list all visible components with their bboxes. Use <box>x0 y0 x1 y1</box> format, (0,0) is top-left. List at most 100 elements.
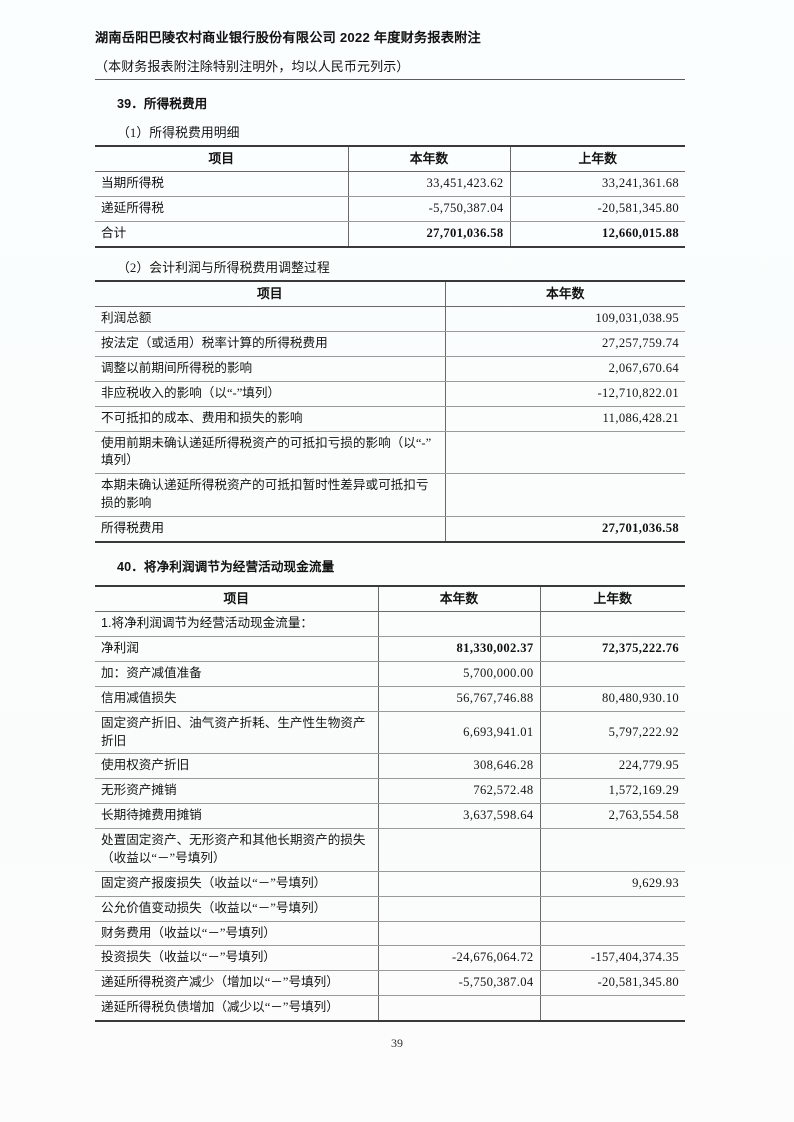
table-row: 利润总额 109,031,038.95 <box>95 306 685 333</box>
row-value-current-year: 27,257,759.74 <box>444 331 685 357</box>
column-header-current-year: 本年数 <box>444 280 685 308</box>
row-value-prior-year: -20,581,345.80 <box>509 196 685 223</box>
row-label: 加：资产减值准备 <box>95 661 379 687</box>
row-value-current-year: 33,451,423.62 <box>347 171 511 198</box>
row-value-prior-year <box>539 995 685 1023</box>
table-income-tax-detail: 项目 本年数 上年数 当期所得税 33,451,423.62 33,241,361.… <box>95 145 685 249</box>
table-row: 合计 27,701,036.58 12,660,015.88 <box>95 221 685 249</box>
row-label: 处置固定资产、无形资产和其他长期资产的损失（收益以“－”号填列） <box>95 828 379 872</box>
table-row: 长期待摊费用摊销 3,637,598.64 2,763,554.58 <box>95 803 685 830</box>
row-value-current-year <box>444 473 685 518</box>
page-content: 湖南岳阳巴陵农村商业银行股份有限公司 2022 年度财务报表附注 （本财务报表附… <box>95 28 685 1023</box>
row-label: 递延所得税负债增加（减少以“－”号填列） <box>95 995 379 1023</box>
table-row: 不可抵扣的成本、费用和损失的影响 11,086,428.21 <box>95 406 685 432</box>
row-value-current-year <box>377 921 541 947</box>
row-label: 财务费用（收益以“－”号填列） <box>95 921 379 947</box>
row-label: 无形资产摊销 <box>95 778 379 805</box>
column-header-current-year: 本年数 <box>377 584 541 613</box>
document-title: 湖南岳阳巴陵农村商业银行股份有限公司 2022 年度财务报表附注 <box>95 30 481 45</box>
table-row: 处置固定资产、无形资产和其他长期资产的损失（收益以“－”号填列） <box>95 828 685 872</box>
row-label: 利润总额 <box>95 306 446 333</box>
column-header-current-year: 本年数 <box>347 145 511 173</box>
row-label: 长期待摊费用摊销 <box>95 803 379 830</box>
column-header-prior-year: 上年数 <box>539 584 685 613</box>
row-value-current-year: -5,750,387.04 <box>377 970 541 997</box>
table-row: 递延所得税 -5,750,387.04 -20,581,345.80 <box>95 196 685 223</box>
table-row: 使用前期未确认递延所得税资产的可抵扣亏损的影响（以“-”填列） <box>95 431 685 475</box>
table-row: 使用权资产折旧 308,646.28 224,779.95 <box>95 753 685 780</box>
row-value-current-year: 27,701,036.58 <box>444 516 685 543</box>
row-value-current-year: 2,067,670.64 <box>444 356 685 382</box>
table-row: 递延所得税负债增加（减少以“－”号填列） <box>95 995 685 1023</box>
table-row: 1.将净利润调节为经营活动现金流量： <box>95 611 685 638</box>
document-subtitle: （本财务报表附注除特别注明外，均以人民币元列示） <box>95 58 410 74</box>
row-label: 信用减值损失 <box>95 686 379 712</box>
row-label: 使用前期未确认递延所得税资产的可抵扣亏损的影响（以“-”填列） <box>95 431 446 475</box>
row-value-current-year: 5,700,000.00 <box>377 661 541 687</box>
row-label: 非应税收入的影响（以“-”填列） <box>95 381 446 407</box>
column-header-item: 项目 <box>95 145 349 173</box>
row-label: 调整以前期间所得税的影响 <box>95 356 446 382</box>
row-label: 递延所得税 <box>95 196 349 223</box>
row-label: 1.将净利润调节为经营活动现金流量： <box>95 611 379 638</box>
table-row: 本期未确认递延所得税资产的可抵扣暂时性差异或可抵扣亏损的影响 <box>95 473 685 518</box>
row-label: 固定资产报废损失（收益以“－”号填列） <box>95 871 379 897</box>
row-label: 递延所得税资产减少（增加以“－”号填列） <box>95 970 379 997</box>
row-label: 当期所得税 <box>95 171 349 198</box>
row-value-current-year <box>377 995 541 1023</box>
table-body: 当期所得税 33,451,423.62 33,241,361.68 递延所得税 -5,7… <box>95 171 685 249</box>
row-value-prior-year: 72,375,222.76 <box>539 636 685 662</box>
column-header-prior-year: 上年数 <box>509 145 685 173</box>
table-body: 1.将净利润调节为经营活动现金流量： 净利润 81,330,002.37 72,375… <box>95 611 685 1023</box>
page-number: 39 <box>391 1036 403 1050</box>
row-label: 合计 <box>95 221 349 249</box>
section-heading-40: 40．将净利润调节为经营活动现金流量 <box>117 559 335 574</box>
row-value-prior-year <box>539 611 685 638</box>
row-value-current-year <box>377 611 541 638</box>
row-value-prior-year <box>539 661 685 687</box>
table-header-row: 项目 本年数 上年数 <box>95 145 685 173</box>
row-value-current-year <box>377 828 541 872</box>
row-label: 公允价值变动损失（收益以“－”号填列） <box>95 896 379 922</box>
row-value-prior-year <box>539 828 685 872</box>
table-row: 调整以前期间所得税的影响 2,067,670.64 <box>95 356 685 382</box>
table-header-row: 项目 本年数 <box>95 280 685 308</box>
row-label: 本期未确认递延所得税资产的可抵扣暂时性差异或可抵扣亏损的影响 <box>95 473 446 518</box>
table-header-row: 项目 本年数 上年数 <box>95 584 685 613</box>
column-header-item: 项目 <box>95 280 446 308</box>
row-value-current-year <box>444 431 685 475</box>
row-value-prior-year: 12,660,015.88 <box>509 221 685 249</box>
row-value-current-year: 11,086,428.21 <box>444 406 685 432</box>
row-label: 不可抵扣的成本、费用和损失的影响 <box>95 406 446 432</box>
row-value-prior-year <box>539 921 685 947</box>
table-body: 利润总额 109,031,038.95 按法定（或适用）税率计算的所得税费用 27,2… <box>95 306 685 543</box>
header-divider <box>95 79 685 81</box>
table-cashflow-reconciliation: 项目 本年数 上年数 1.将净利润调节为经营活动现金流量： 净利润 81,330,0… <box>95 584 685 1023</box>
section-heading-39: 39．所得税费用 <box>117 97 208 112</box>
table-row: 公允价值变动损失（收益以“－”号填列） <box>95 896 685 922</box>
table-row: 非应税收入的影响（以“-”填列） -12,710,822.01 <box>95 381 685 407</box>
subsection-heading-39-2: （2）会计利润与所得税费用调整过程 <box>117 261 330 276</box>
row-value-prior-year <box>539 896 685 922</box>
table-row: 信用减值损失 56,767,746.88 80,480,930.10 <box>95 686 685 712</box>
row-label: 固定资产折旧、油气资产折耗、生产性生物资产折旧 <box>95 711 379 755</box>
row-value-current-year: 6,693,941.01 <box>377 711 541 755</box>
row-value-current-year <box>377 896 541 922</box>
table-row: 固定资产报废损失（收益以“－”号填列） 9,629.93 <box>95 871 685 897</box>
row-label: 使用权资产折旧 <box>95 753 379 780</box>
table-tax-reconciliation: 项目 本年数 利润总额 109,031,038.95 按法定（或适用）税率计算的所得… <box>95 280 685 543</box>
row-value-prior-year: -20,581,345.80 <box>539 970 685 997</box>
row-label: 按法定（或适用）税率计算的所得税费用 <box>95 331 446 357</box>
row-value-current-year: 56,767,746.88 <box>377 686 541 712</box>
row-value-prior-year: 5,797,222.92 <box>539 711 685 755</box>
row-value-prior-year: 9,629.93 <box>539 871 685 897</box>
table-row: 无形资产摊销 762,572.48 1,572,169.29 <box>95 778 685 805</box>
row-value-prior-year: 80,480,930.10 <box>539 686 685 712</box>
row-value-current-year: 762,572.48 <box>377 778 541 805</box>
row-value-current-year: 3,637,598.64 <box>377 803 541 830</box>
table-row: 净利润 81,330,002.37 72,375,222.76 <box>95 636 685 662</box>
table-row: 加：资产减值准备 5,700,000.00 <box>95 661 685 687</box>
table-row: 固定资产折旧、油气资产折耗、生产性生物资产折旧 6,693,941.01 5,797… <box>95 711 685 755</box>
row-value-current-year: -24,676,064.72 <box>377 945 541 972</box>
subsection-heading-39-1: （1）所得税费用明细 <box>117 126 240 141</box>
